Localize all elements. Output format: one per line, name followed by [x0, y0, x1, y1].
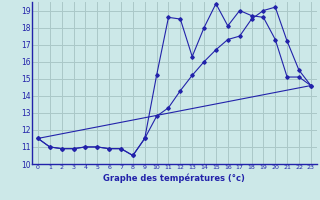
X-axis label: Graphe des températures (°c): Graphe des températures (°c) — [103, 173, 245, 183]
